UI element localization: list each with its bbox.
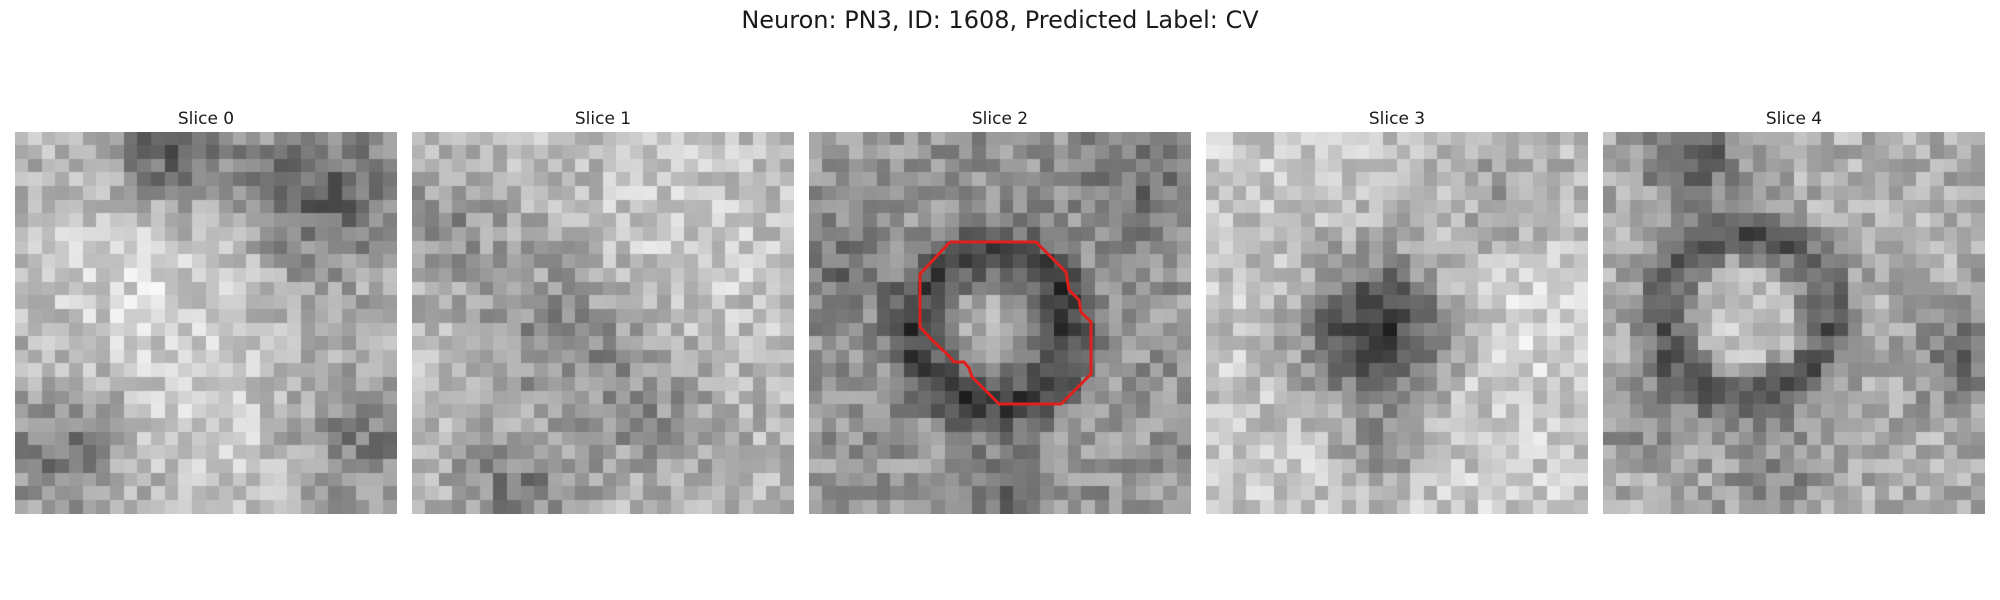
slice-title-3: Slice 3 [1368,109,1426,129]
slice-image-4 [1603,132,1985,514]
contour-line [918,240,1093,406]
slice-image-3 [1206,132,1588,514]
slice-panel-2: Slice 2 [809,106,1191,514]
slice-title-2: Slice 2 [971,109,1029,129]
slice-image-wrap-2 [809,132,1191,514]
slice-panel-0: Slice 0 [15,106,397,514]
slice-image-0 [15,132,397,514]
segmentation-contour [918,240,1093,406]
slice-panel-4: Slice 4 [1603,106,1985,514]
slice-panel-3: Slice 3 [1206,106,1588,514]
slice-title-1: Slice 1 [574,109,632,129]
slice-panel-1: Slice 1 [412,106,794,514]
slice-title-4: Slice 4 [1765,109,1823,129]
slice-image-2 [809,132,1191,514]
slice-title-0: Slice 0 [177,109,235,129]
slice-image-1 [412,132,794,514]
figure-title: Neuron: PN3, ID: 1608, Predicted Label: … [741,6,1259,34]
